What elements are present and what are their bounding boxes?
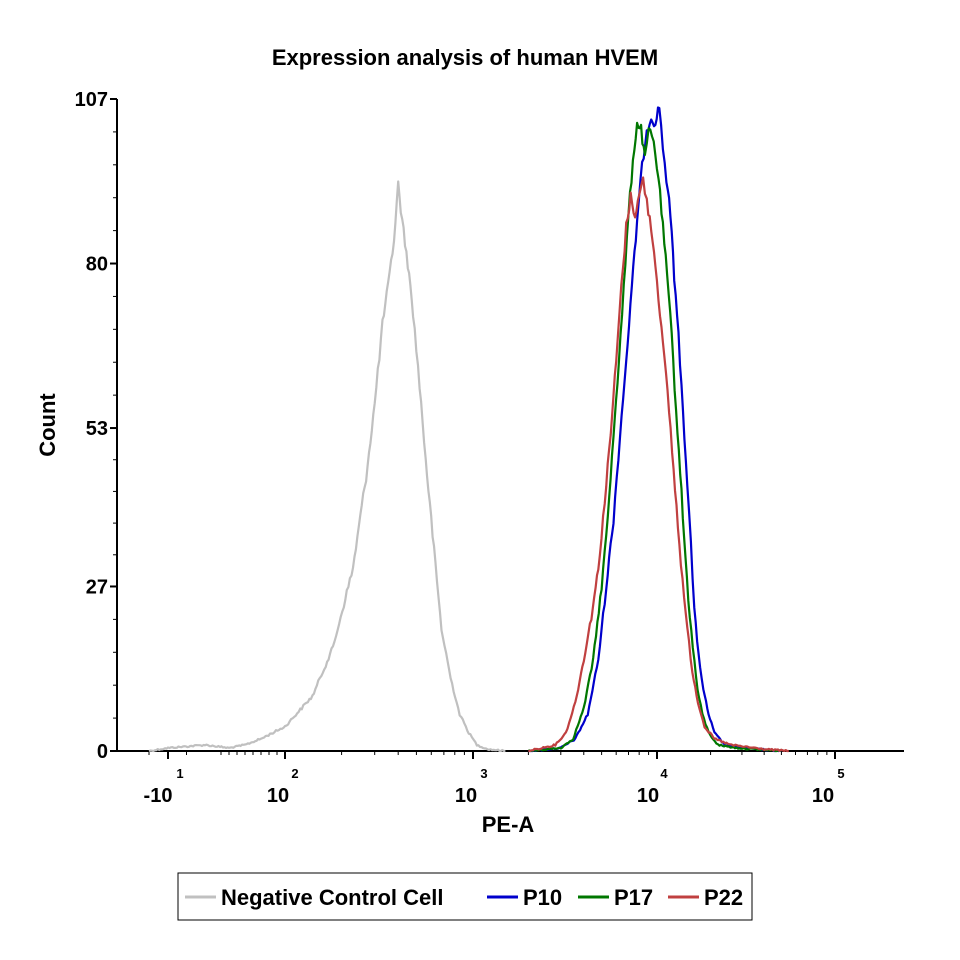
legend-box [177, 872, 753, 921]
legend-label: P22 [704, 885, 743, 910]
y-axis-ticks: 0 27 53 80 107 [75, 89, 117, 763]
x-tick-label: -10 [144, 785, 173, 807]
y-tick-label: 53 [86, 418, 108, 440]
y-tick-label: 27 [86, 576, 108, 598]
y-tick-label: 107 [75, 89, 108, 111]
y-tick-label: 0 [97, 741, 108, 763]
y-axis-label: Count [35, 393, 60, 457]
x-tick-exponent: 1 [176, 766, 183, 781]
legend: Negative Control Cell P10 P17 P22 [177, 872, 753, 921]
x-tick-exponent: 2 [291, 766, 298, 781]
series-line [148, 180, 506, 753]
series-line [528, 106, 782, 753]
x-tick-label: 10 [637, 785, 659, 807]
y-tick-label: 80 [86, 254, 108, 276]
x-tick-exponent: 4 [660, 766, 668, 781]
series-line [528, 176, 789, 753]
x-tick-label: 10 [267, 785, 289, 807]
x-axis-label: PE-A [482, 812, 535, 837]
series-lines [148, 106, 789, 753]
series-line [528, 121, 782, 753]
legend-label: P17 [614, 885, 653, 910]
legend-label: Negative Control Cell [221, 885, 443, 910]
chart-title: Expression analysis of human HVEM [272, 45, 658, 70]
x-tick-label: 10 [455, 785, 477, 807]
x-tick-label: 10 [812, 785, 834, 807]
legend-label: P10 [523, 885, 562, 910]
x-tick-exponent: 5 [837, 766, 844, 781]
x-tick-exponent: 3 [480, 766, 487, 781]
